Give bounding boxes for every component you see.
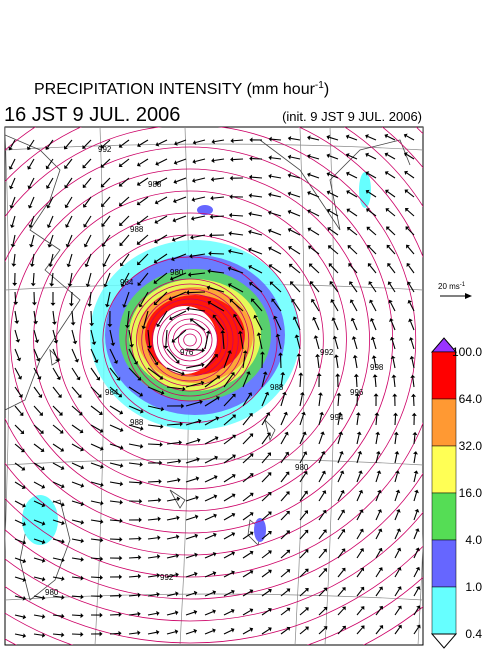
wind-vector — [15, 292, 16, 302]
colorbar-segment — [432, 540, 456, 587]
isobar-label: 992 — [98, 145, 112, 154]
colorbar-segment — [432, 352, 456, 399]
wind-vector — [233, 159, 243, 160]
vector-legend-label: 20 ms-1 — [438, 282, 466, 291]
colorbar: 100.0 64.0 32.0 16.0 4.0 1.0 0.4 — [432, 338, 482, 648]
isobar-label: 994 — [330, 413, 344, 422]
colorbar-label: 100.0 — [452, 345, 482, 359]
title-main: PRECIPITATION INTENSITY (mm hour — [34, 81, 316, 98]
isobar-label: 980 — [170, 268, 184, 277]
wind-vector — [395, 416, 396, 425]
colorbar-label: 64.0 — [459, 392, 483, 406]
colorbar-segment — [432, 399, 456, 446]
isobar-label: 984 — [120, 278, 134, 287]
title: PRECIPITATION INTENSITY (mm hour-1) — [34, 80, 329, 98]
vector-unit: 20 ms — [438, 282, 460, 291]
colorbar-label: 4.0 — [465, 533, 482, 547]
isobar-label: 988 — [270, 383, 284, 392]
colorbar-label: 1.0 — [465, 580, 482, 594]
isobar-label: 980 — [295, 463, 309, 472]
wind-vector — [211, 253, 224, 254]
vector-legend: 20 ms-1 — [438, 282, 472, 299]
wind-vector — [129, 576, 138, 577]
isobar-label: 996 — [350, 388, 364, 397]
colorbar-segment — [432, 493, 456, 540]
wind-vector — [110, 633, 119, 634]
wind-vector — [129, 482, 140, 483]
wind-vector — [91, 311, 92, 323]
isobar-label: 980 — [45, 588, 59, 597]
wind-vector — [33, 273, 34, 283]
colorbar-segment — [432, 587, 456, 634]
isobar-label: 988 — [148, 180, 162, 189]
vector-legend-head — [465, 293, 472, 299]
precip-patch — [254, 518, 266, 542]
isobar-label: 976 — [180, 348, 194, 357]
wind-vector — [300, 375, 301, 387]
wind-vector — [91, 577, 100, 578]
wind-vector — [71, 292, 72, 303]
isobar-label: 988 — [130, 418, 144, 427]
colorbar-label: 16.0 — [459, 486, 483, 500]
wind-vector — [213, 216, 224, 217]
wind-vector — [356, 377, 357, 387]
wind-vector — [129, 557, 138, 558]
isobar-label: 984 — [105, 388, 119, 397]
title-end: ) — [324, 81, 329, 98]
wind-vector — [233, 140, 243, 141]
isobar-label: 992 — [160, 573, 174, 582]
init-time: (init. 9 JST 9 JUL. 2006) — [282, 109, 422, 124]
colorbar-label: 32.0 — [459, 439, 483, 453]
isobar-label: 998 — [370, 363, 384, 372]
colorbar-segment — [432, 446, 456, 493]
colorbar-label: 0.4 — [465, 627, 482, 641]
wind-vector — [148, 481, 159, 482]
isobar-label: 988 — [130, 225, 144, 234]
wind-vector — [232, 215, 243, 216]
valid-time: 16 JST 9 JUL. 2006 — [4, 104, 180, 126]
isobar-label: 992 — [320, 348, 334, 357]
colorbar-under — [432, 634, 456, 648]
wind-vector — [72, 615, 81, 616]
vector-unit-sup: -1 — [460, 282, 466, 288]
wind-vector — [148, 444, 160, 445]
wind-vector — [189, 292, 205, 293]
